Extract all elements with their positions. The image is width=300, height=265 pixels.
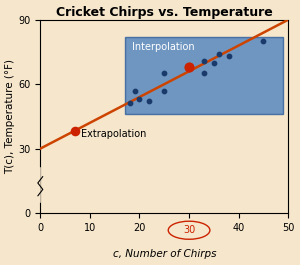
Point: [261, 39, 266, 43]
Point: [187, 65, 191, 69]
Point: [137, 97, 142, 101]
Point: [202, 58, 206, 63]
Text: Extrapolation: Extrapolation: [81, 129, 146, 139]
Text: 30: 30: [183, 225, 195, 235]
Point: [226, 54, 231, 58]
Point: [73, 129, 77, 133]
FancyBboxPatch shape: [124, 37, 283, 114]
Point: [162, 89, 167, 93]
Point: [212, 61, 216, 65]
Point: [202, 71, 206, 76]
Point: [132, 89, 137, 93]
Text: Interpolation: Interpolation: [132, 42, 195, 52]
X-axis label: c, Number of Chirps: c, Number of Chirps: [112, 249, 216, 259]
Y-axis label: T(c), Temperature (°F): T(c), Temperature (°F): [6, 59, 16, 174]
Point: [187, 65, 191, 69]
Point: [162, 71, 167, 76]
Point: [147, 99, 152, 103]
Point: [216, 52, 221, 56]
Point: [127, 101, 132, 106]
Title: Cricket Chirps vs. Temperature: Cricket Chirps vs. Temperature: [56, 6, 273, 19]
